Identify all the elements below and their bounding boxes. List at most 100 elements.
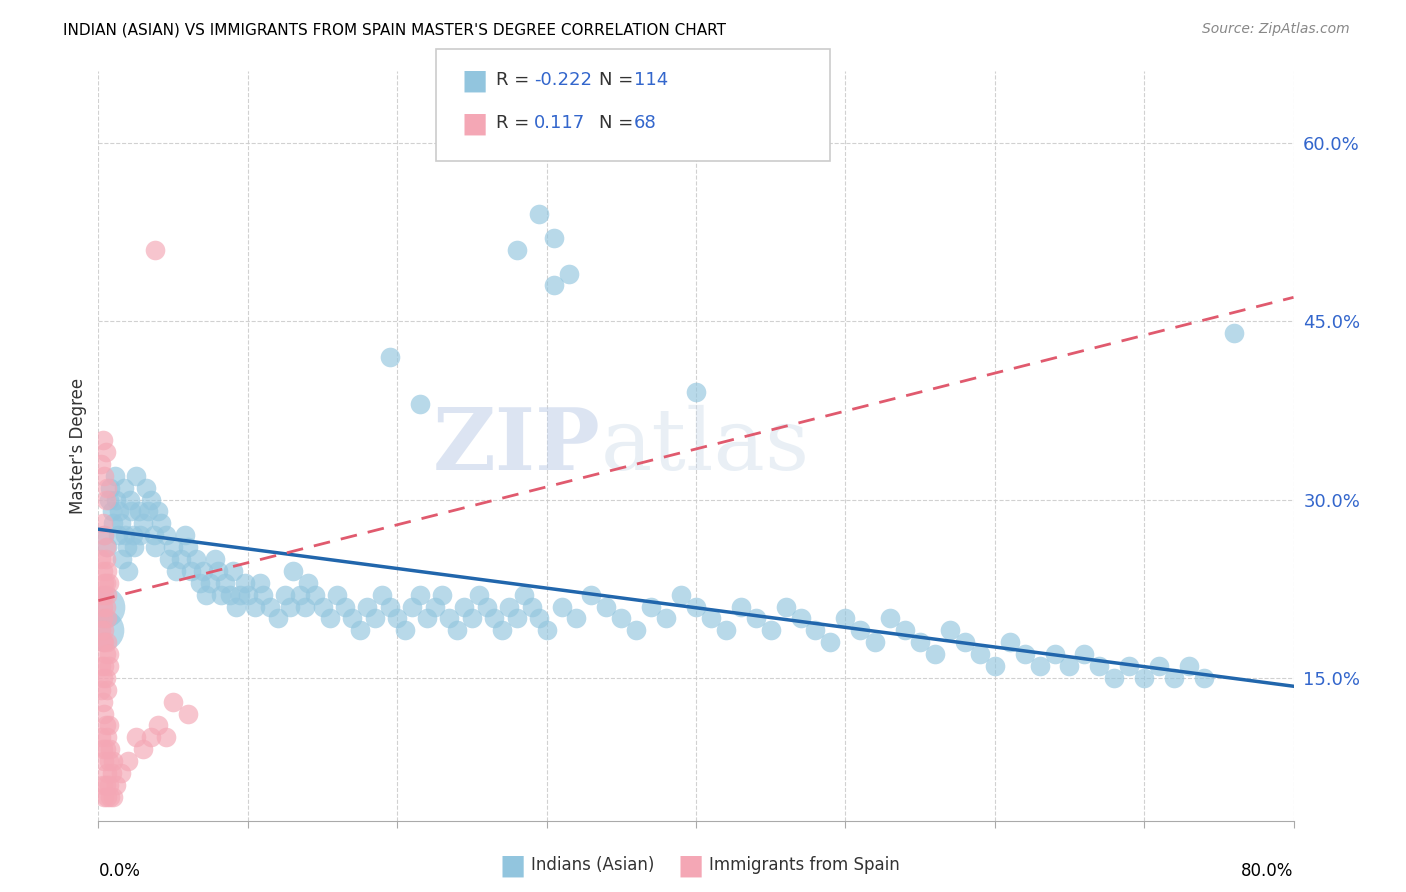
Text: ■: ■ [461, 66, 488, 95]
Point [93, 588, 115, 602]
Point [278, 599, 301, 614]
Point [1147, 659, 1170, 673]
Point [439, 611, 461, 625]
Point [177, 706, 200, 721]
Point [219, 588, 242, 602]
Point [91, 599, 114, 614]
Point [94, 778, 117, 792]
Point [207, 564, 229, 578]
Point [475, 599, 498, 614]
Y-axis label: Master's Degree: Master's Degree [69, 378, 87, 514]
Text: R =: R = [496, 114, 536, 132]
Point [91, 671, 114, 685]
Point [97, 754, 120, 768]
Point [326, 588, 349, 602]
Point [233, 575, 256, 590]
Point [498, 599, 520, 614]
Point [96, 766, 118, 780]
Point [685, 599, 707, 614]
Point [506, 611, 529, 625]
Point [775, 599, 797, 614]
Point [1059, 659, 1081, 673]
Point [430, 588, 453, 602]
Text: ZIP: ZIP [433, 404, 600, 488]
Point [685, 385, 707, 400]
Point [91, 611, 114, 625]
Point [249, 575, 271, 590]
Point [259, 599, 281, 614]
Point [714, 624, 737, 638]
Point [101, 766, 124, 780]
Point [93, 635, 115, 649]
Point [520, 599, 543, 614]
Point [121, 528, 143, 542]
Point [114, 528, 136, 542]
Point [96, 682, 118, 697]
Point [378, 599, 401, 614]
Point [93, 789, 115, 804]
Text: 0.117: 0.117 [534, 114, 585, 132]
Point [94, 575, 117, 590]
Point [610, 611, 633, 625]
Point [423, 599, 446, 614]
Point [408, 588, 430, 602]
Point [139, 731, 162, 745]
Point [177, 540, 200, 554]
Point [96, 731, 118, 745]
Point [745, 611, 768, 625]
Point [96, 588, 118, 602]
Point [274, 588, 297, 602]
Point [98, 742, 122, 756]
Text: ■: ■ [461, 109, 488, 137]
Point [969, 647, 991, 661]
Point [180, 564, 202, 578]
Text: -0.222: -0.222 [534, 71, 592, 89]
Point [385, 611, 409, 625]
Point [120, 504, 142, 518]
Point [401, 599, 423, 614]
Point [626, 624, 648, 638]
Point [416, 611, 439, 625]
Point [804, 624, 827, 638]
Point [96, 789, 118, 804]
Point [297, 575, 319, 590]
Point [94, 742, 117, 756]
Point [90, 624, 112, 638]
Point [543, 278, 565, 293]
Point [91, 742, 114, 756]
Point [1163, 671, 1185, 685]
Point [98, 481, 122, 495]
Point [97, 659, 120, 673]
Point [128, 504, 150, 518]
Point [527, 611, 550, 625]
Point [536, 624, 558, 638]
Text: 68: 68 [634, 114, 657, 132]
Text: INDIAN (ASIAN) VS IMMIGRANTS FROM SPAIN MASTER'S DEGREE CORRELATION CHART: INDIAN (ASIAN) VS IMMIGRANTS FROM SPAIN … [63, 22, 727, 37]
Point [96, 611, 118, 625]
Point [94, 599, 117, 614]
Point [91, 695, 114, 709]
Point [849, 624, 872, 638]
Point [142, 528, 165, 542]
Point [97, 718, 120, 732]
Point [93, 528, 115, 542]
Point [110, 516, 132, 531]
Text: Indians (Asian): Indians (Asian) [531, 856, 655, 874]
Point [998, 635, 1021, 649]
Point [104, 468, 127, 483]
Point [558, 267, 581, 281]
Point [349, 624, 371, 638]
Point [1043, 647, 1066, 661]
Point [91, 564, 114, 578]
Point [94, 540, 117, 554]
Point [581, 588, 603, 602]
Point [93, 754, 115, 768]
Point [319, 611, 342, 625]
Point [94, 445, 117, 459]
Point [1133, 671, 1156, 685]
Point [1104, 671, 1126, 685]
Point [527, 207, 550, 221]
Point [252, 588, 274, 602]
Point [195, 588, 218, 602]
Point [378, 350, 401, 364]
